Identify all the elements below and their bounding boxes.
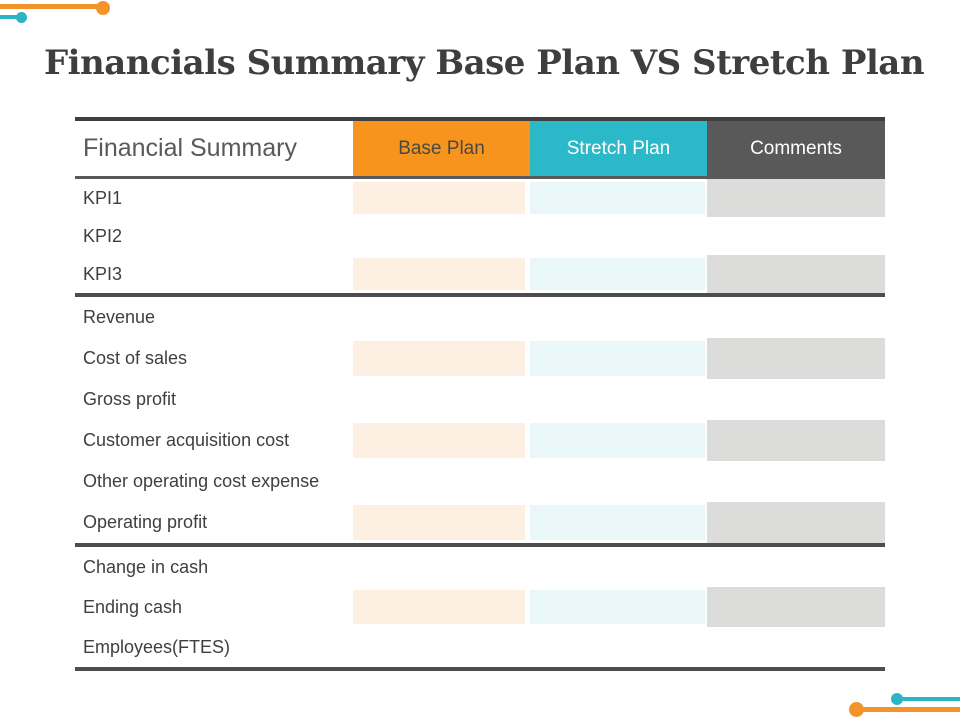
comments-cell	[707, 587, 885, 627]
financial-summary-table: Financial Summary Base Plan Stretch Plan…	[75, 117, 885, 671]
stretch-plan-cell	[530, 502, 707, 543]
decor-line-teal-bottom-right	[897, 697, 960, 701]
stretch-plan-cell	[530, 255, 707, 293]
comments-cell	[707, 338, 885, 379]
comments-cell	[707, 379, 885, 420]
row-label: Revenue	[75, 297, 353, 338]
comments-cell	[707, 502, 885, 543]
decor-line-teal-top-left	[0, 15, 17, 19]
table-row: Revenue	[75, 297, 885, 338]
comments-cell	[707, 217, 885, 255]
comments-cell	[707, 547, 885, 587]
header-divider	[75, 176, 885, 179]
base-plan-cell	[353, 502, 530, 543]
section-divider	[75, 667, 885, 671]
row-label: KPI3	[75, 255, 353, 293]
base-plan-cell	[353, 338, 530, 379]
table-header-row: Financial Summary Base Plan Stretch Plan…	[75, 121, 885, 176]
decor-line-orange-top-left	[0, 4, 97, 9]
table-row: Other operating cost expense	[75, 461, 885, 502]
base-plan-cell	[353, 587, 530, 627]
stretch-plan-cell	[530, 217, 707, 255]
base-plan-cell	[353, 627, 530, 667]
stretch-plan-cell	[530, 338, 707, 379]
row-label: Cost of sales	[75, 338, 353, 379]
base-plan-cell	[353, 297, 530, 338]
comments-cell	[707, 255, 885, 293]
table-row: Ending cash	[75, 587, 885, 627]
comments-cell	[707, 179, 885, 217]
comments-cell	[707, 420, 885, 461]
stretch-plan-cell	[530, 379, 707, 420]
table-row: KPI3	[75, 255, 885, 293]
comments-cell	[707, 627, 885, 667]
base-plan-cell	[353, 547, 530, 587]
section-divider	[75, 543, 885, 547]
table-row: Gross profit	[75, 379, 885, 420]
row-label: Other operating cost expense	[75, 461, 353, 502]
page-title: Financials Summary Base Plan VS Stretch …	[44, 42, 925, 83]
header-financial-summary: Financial Summary	[75, 121, 353, 176]
row-label: Operating profit	[75, 502, 353, 543]
table-row: Customer acquisition cost	[75, 420, 885, 461]
comments-cell	[707, 297, 885, 338]
stretch-plan-cell	[530, 587, 707, 627]
row-label: Change in cash	[75, 547, 353, 587]
table-row: Operating profit	[75, 502, 885, 543]
row-label: KPI1	[75, 179, 353, 217]
decor-line-orange-bottom-right	[855, 707, 960, 712]
base-plan-cell	[353, 217, 530, 255]
stretch-plan-cell	[530, 461, 707, 502]
header-base-plan: Base Plan	[353, 121, 530, 176]
stretch-plan-cell	[530, 547, 707, 587]
stretch-plan-cell	[530, 420, 707, 461]
stretch-plan-cell	[530, 179, 707, 217]
row-label: KPI2	[75, 217, 353, 255]
comments-cell	[707, 461, 885, 502]
table-row: Change in cash	[75, 547, 885, 587]
stretch-plan-cell	[530, 297, 707, 338]
table-body: KPI1 KPI2 KPI3 Revenue Cost of sales Gross pr…	[75, 179, 885, 671]
table-top-border	[75, 117, 885, 121]
table-row: Employees(FTES)	[75, 627, 885, 667]
row-label: Customer acquisition cost	[75, 420, 353, 461]
base-plan-cell	[353, 379, 530, 420]
decor-dot-orange-bottom-right	[849, 702, 864, 717]
decor-dot-orange-top-left	[96, 1, 110, 15]
decor-dot-teal-top-left	[16, 12, 27, 23]
table-row: KPI1	[75, 179, 885, 217]
section-divider	[75, 293, 885, 297]
base-plan-cell	[353, 420, 530, 461]
table-row: Cost of sales	[75, 338, 885, 379]
header-stretch-plan: Stretch Plan	[530, 121, 707, 176]
base-plan-cell	[353, 179, 530, 217]
row-label: Employees(FTES)	[75, 627, 353, 667]
table-row: KPI2	[75, 217, 885, 255]
base-plan-cell	[353, 461, 530, 502]
stretch-plan-cell	[530, 627, 707, 667]
header-comments: Comments	[707, 121, 885, 176]
row-label: Gross profit	[75, 379, 353, 420]
base-plan-cell	[353, 255, 530, 293]
decor-dot-teal-bottom-right	[891, 693, 903, 705]
row-label: Ending cash	[75, 587, 353, 627]
